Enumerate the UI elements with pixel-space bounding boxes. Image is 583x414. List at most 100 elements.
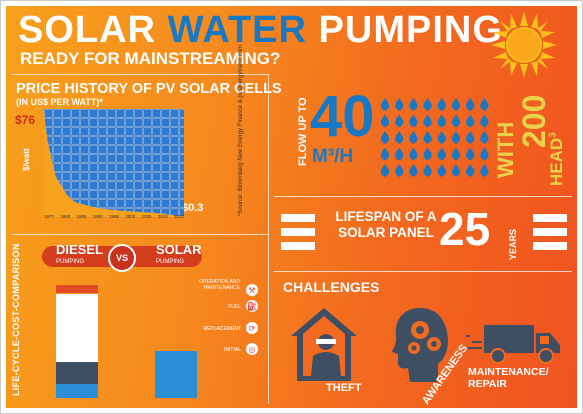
divider bbox=[268, 74, 269, 404]
price-point bbox=[93, 206, 96, 209]
solar-subtitle: PUMPING bbox=[156, 259, 185, 265]
water-drop-icon bbox=[480, 98, 489, 111]
water-drop-icon bbox=[437, 164, 446, 177]
lifespan-label: LIFESPAN OF A SOLAR PANEL bbox=[335, 209, 437, 240]
water-drop-icon bbox=[380, 147, 390, 161]
x-tick-label: 2005 bbox=[141, 214, 152, 219]
x-tick-label: 1985 bbox=[76, 214, 87, 219]
water-drop-icon bbox=[380, 131, 390, 144]
lifespan-unit: YEARS bbox=[508, 228, 518, 260]
water-drop-icon bbox=[466, 98, 475, 111]
replace-icon: ⟳ bbox=[246, 322, 258, 334]
title-word-1: SOLAR bbox=[18, 9, 156, 51]
x-tick-label: 1980 bbox=[60, 214, 71, 219]
x-tick-label: 1990 bbox=[92, 214, 103, 219]
solar-title: SOLAR bbox=[156, 242, 202, 257]
water-drop-icon bbox=[480, 164, 489, 177]
fuel-icon: ⛽ bbox=[246, 300, 258, 312]
water-drop-icon bbox=[451, 164, 461, 177]
water-drop-icon bbox=[437, 114, 446, 128]
water-drop-icon bbox=[423, 98, 432, 111]
flow-unit: M³/H bbox=[312, 146, 354, 167]
thief-house-icon bbox=[291, 308, 357, 381]
x-tick-label: 1977 bbox=[44, 214, 55, 219]
water-drop-icon bbox=[380, 114, 390, 128]
water-drop-icon bbox=[395, 164, 404, 177]
infographic: SOLAR WATER PUMPING READY FOR MAINSTREAM… bbox=[6, 6, 577, 408]
water-drop-icon bbox=[423, 131, 432, 144]
solar-bar-initial bbox=[155, 351, 197, 398]
water-drop-icon bbox=[395, 114, 404, 128]
truck-icon bbox=[466, 325, 560, 364]
price-point bbox=[163, 213, 166, 215]
price-point bbox=[47, 141, 49, 144]
x-tick-label: 2000 bbox=[125, 214, 136, 219]
x-tick-label: 1995 bbox=[109, 214, 120, 219]
water-drop-grid bbox=[380, 98, 489, 177]
water-drop-icon bbox=[380, 164, 390, 177]
water-drop-icon bbox=[409, 114, 418, 128]
head-unit: HEAD3 bbox=[547, 132, 566, 186]
sun-icon bbox=[491, 12, 557, 78]
end-price-label: $0.3 bbox=[182, 202, 204, 214]
water-drop-icon bbox=[409, 131, 418, 144]
y-axis-label: $/watt bbox=[22, 148, 31, 171]
water-drop-icon bbox=[451, 131, 461, 144]
price-point bbox=[152, 211, 154, 214]
stripes-left bbox=[281, 214, 315, 254]
price-point bbox=[183, 215, 184, 217]
title-word-3: PUMPING bbox=[318, 9, 503, 51]
water-drop-icon bbox=[395, 147, 404, 161]
head-gears-icon bbox=[392, 308, 448, 382]
water-drop-icon bbox=[423, 114, 432, 128]
source-note: *Source: Bloomberg New Energy Finance & … bbox=[238, 45, 244, 216]
x-tick-label: 2013 bbox=[174, 214, 185, 219]
price-point bbox=[66, 194, 69, 197]
stripes-right bbox=[533, 214, 567, 254]
flow-value: 40 bbox=[310, 84, 375, 149]
divider bbox=[11, 74, 268, 75]
water-drop-icon bbox=[466, 131, 475, 144]
water-drop-icon bbox=[409, 147, 418, 161]
price-history-title: PRICE HISTORY OF PV SOLAR CELLS bbox=[16, 81, 282, 97]
price-point bbox=[113, 209, 115, 212]
water-drop-icon bbox=[437, 147, 446, 161]
price-point bbox=[171, 214, 174, 217]
water-drop-icon bbox=[395, 98, 404, 111]
water-drop-icon bbox=[480, 131, 489, 144]
diesel-bar-initial bbox=[56, 384, 98, 398]
lifespan-value: 25 bbox=[439, 203, 491, 255]
diesel-bar-om bbox=[56, 285, 98, 293]
divider bbox=[274, 271, 572, 272]
water-drop-icon bbox=[409, 164, 418, 177]
main-title: SOLAR WATER PUMPING bbox=[18, 9, 503, 52]
x-tick-labels: 1977 1980 1985 1990 1995 2000 2005 2010 2013 bbox=[44, 214, 184, 222]
price-area bbox=[44, 114, 184, 217]
x-tick-label: 2010 bbox=[157, 214, 168, 219]
water-drop-icon bbox=[480, 147, 489, 161]
vs-badge: VS bbox=[108, 244, 136, 272]
price-chart bbox=[44, 109, 184, 217]
legend-fuel-label: FUEL bbox=[228, 304, 241, 310]
water-drop-icon bbox=[437, 131, 446, 144]
legend-initial-label: INITIAL bbox=[224, 347, 241, 353]
price-point bbox=[44, 113, 45, 116]
flow-up-label: FLOW UP TO bbox=[297, 97, 309, 166]
water-drop-icon bbox=[380, 98, 390, 111]
water-drop-icon bbox=[466, 114, 475, 128]
subtitle: READY FOR MAINSTREAMING? bbox=[20, 49, 281, 68]
coins-icon: ◎ bbox=[246, 343, 258, 355]
water-drop-icon bbox=[437, 98, 446, 111]
water-drop-icon bbox=[395, 131, 404, 144]
challenges-title: CHALLENGES bbox=[283, 279, 380, 295]
price-history-unit: (IN US$ PER WATT)* bbox=[16, 97, 103, 107]
divider bbox=[274, 196, 572, 197]
legend-replacement-label: REPLACEMENT bbox=[203, 326, 241, 332]
price-point bbox=[54, 175, 57, 178]
diesel-bar-replacement bbox=[56, 362, 98, 384]
diesel-subtitle: PUMPING bbox=[56, 259, 85, 265]
water-drop-icon bbox=[451, 98, 461, 111]
wrench-icon: ⚒ bbox=[246, 284, 258, 296]
title-word-2: WATER bbox=[167, 9, 307, 51]
